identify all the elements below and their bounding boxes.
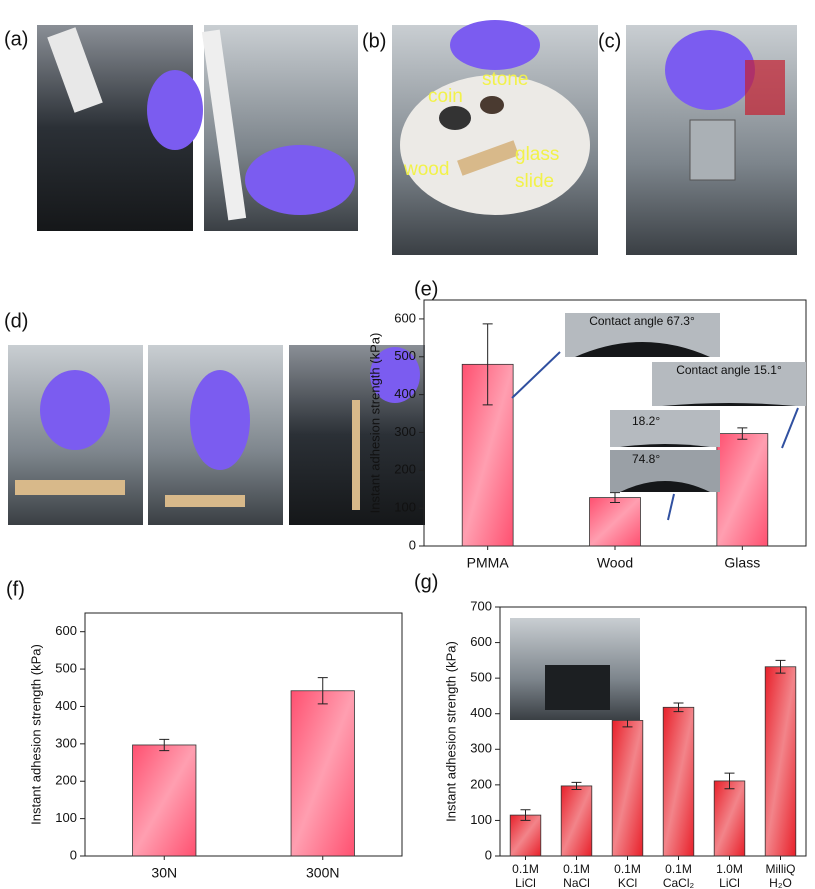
photo-d: [8, 345, 425, 525]
x-tick-label: 30N: [151, 865, 177, 881]
x-tick-label: LiCl: [515, 876, 536, 889]
annotation: Contact angle 67.3°: [589, 314, 695, 328]
y-axis-label: Instant adhesion strength (kPa): [443, 641, 458, 822]
photo-label: coin: [428, 86, 463, 107]
y-axis-label: Instant adhesion strength (kPa): [367, 333, 382, 514]
y-tick-label: 100: [470, 812, 492, 827]
y-tick-label: 700: [470, 598, 492, 613]
annotation-arrow: [511, 351, 561, 399]
y-tick-label: 400: [470, 705, 492, 720]
y-tick-label: 100: [55, 810, 77, 825]
error-bar: [159, 738, 170, 752]
annotation-arrow: [781, 407, 799, 449]
bar: [132, 744, 197, 857]
bar: [290, 690, 355, 857]
photo-b: [392, 20, 598, 255]
plot-frame: [499, 606, 807, 857]
error-bar: [775, 659, 786, 674]
y-tick-label: 0: [409, 537, 416, 552]
bar: [589, 497, 641, 547]
error-bar: [317, 677, 328, 705]
panel-label: (b): [362, 30, 386, 52]
x-tick-label: 0.1M: [665, 862, 692, 876]
y-tick-label: 100: [394, 500, 416, 515]
x-tick-label: MilliQ: [766, 862, 796, 876]
x-tick-label: PMMA: [467, 555, 510, 571]
y-tick-label: 600: [394, 310, 416, 325]
panel-label: (e): [414, 278, 438, 300]
y-tick-label: 300: [394, 424, 416, 439]
annotation: Contact angle 15.1°: [676, 363, 782, 377]
error-bar: [520, 809, 531, 821]
y-tick-label: 500: [55, 661, 77, 676]
y-tick-label: 200: [470, 776, 492, 791]
error-bar: [724, 772, 735, 790]
y-tick-label: 600: [470, 634, 492, 649]
photo-label: stone: [482, 69, 528, 90]
error-bar: [673, 702, 684, 713]
bar: [764, 666, 797, 857]
panel-label: (g): [414, 571, 438, 593]
plot-frame: [84, 612, 403, 857]
y-tick-label: 600: [55, 623, 77, 638]
x-tick-label: H₂O: [769, 876, 792, 889]
annotation-arrow: [667, 493, 675, 521]
photo-label: wood: [403, 159, 449, 180]
panel-label: (d): [4, 310, 28, 332]
y-tick-label: 500: [470, 670, 492, 685]
error-bar: [482, 323, 493, 406]
y-tick-label: 200: [394, 462, 416, 477]
x-tick-label: 0.1M: [563, 862, 590, 876]
bar: [611, 720, 644, 857]
panel-label: (a): [4, 28, 28, 50]
y-tick-label: 300: [55, 735, 77, 750]
x-tick-label: Wood: [597, 555, 633, 571]
y-tick-label: 500: [394, 348, 416, 363]
inset-photo-detail: [545, 665, 610, 710]
photo-c: [626, 25, 797, 255]
bar: [662, 706, 695, 857]
y-tick-label: 0: [485, 847, 492, 862]
panel-label: (f): [6, 578, 25, 600]
y-tick-label: 400: [55, 698, 77, 713]
photo-label: slide: [515, 171, 554, 192]
bar: [713, 780, 746, 857]
error-bar: [737, 427, 748, 440]
y-tick-label: 400: [394, 386, 416, 401]
y-axis-label: Instant adhesion strength (kPa): [28, 644, 43, 825]
bar: [509, 814, 542, 857]
error-bar: [571, 781, 582, 790]
x-tick-label: 0.1M: [614, 862, 641, 876]
inset-drop: [575, 342, 710, 357]
bar: [716, 433, 769, 547]
bar: [560, 785, 593, 857]
annotation: 18.2°: [632, 414, 660, 428]
inset-image: [610, 410, 720, 447]
annotation: 74.8°: [632, 452, 660, 466]
y-tick-label: 0: [70, 847, 77, 862]
x-tick-label: NaCl: [563, 876, 590, 889]
photo-label: glass: [515, 144, 559, 165]
x-tick-label: 1.0M: [716, 862, 743, 876]
x-tick-label: Glass: [724, 555, 760, 571]
y-tick-label: 300: [470, 741, 492, 756]
x-tick-label: 0.1M: [512, 862, 539, 876]
y-tick-label: 200: [55, 773, 77, 788]
x-tick-label: CaCl₂: [663, 876, 695, 889]
panel-label: (c): [598, 30, 621, 52]
error-bar: [610, 492, 620, 503]
x-tick-label: KCl: [618, 876, 637, 889]
x-tick-label: LiCl: [719, 876, 740, 889]
inset-drop: [620, 444, 710, 447]
inset-drop: [662, 403, 796, 406]
inset-drop: [620, 481, 710, 492]
inset-image: [652, 362, 806, 406]
photo-a: [37, 25, 358, 231]
x-tick-label: 300N: [306, 865, 339, 881]
